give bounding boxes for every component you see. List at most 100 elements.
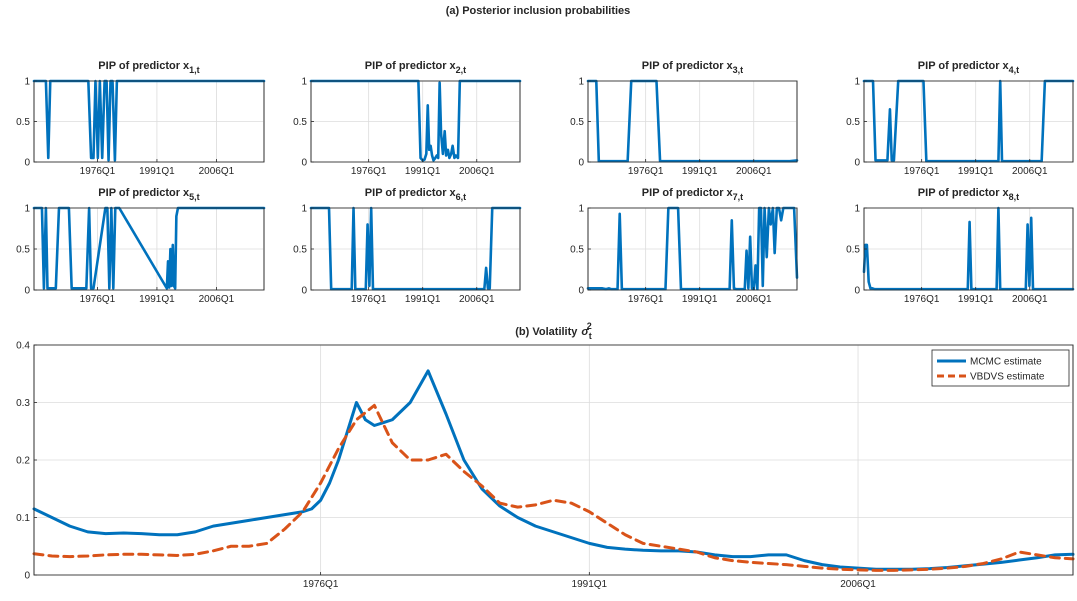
y-tick-label-0: 0 [578,286,584,297]
y-tick-label-2: 1 [301,77,307,88]
x-tick-label-1: 1991Q1 [405,294,441,305]
legend-label-2: VBDVS estimate [970,372,1045,383]
x-tick-label-0: 1976Q1 [80,294,116,305]
y-tick-label-4: 0.4 [16,341,30,352]
panel-title: PIP of predictor x2,t [365,60,466,75]
panel-title-subscript: 1,t [189,65,200,75]
x-tick-label-1: 1991Q1 [682,294,718,305]
y-tick-label-1: 0.5 [16,117,30,128]
y-tick-label-0: 0 [24,286,30,297]
panel-6: 1976Q1 1991Q1 2006Q1 0 0.5 1 PIP of predictor … [293,187,522,305]
panel-title-text: PIP of predictor x [642,187,734,199]
x-tick-label-2: 2006Q1 [1012,166,1048,177]
x-tick-label-2: 2006Q1 [736,166,772,177]
panel-2: 1976Q1 1991Q1 2006Q1 0 0.5 1 PIP of predictor … [293,60,522,177]
y-tick-label-1: 0.5 [570,117,584,128]
y-tick-label-1: 0.5 [846,245,860,256]
x-tick-label-2: 2006Q1 [199,166,235,177]
x-tick-label-1: 1991Q1 [405,166,441,177]
panel-7: 1976Q1 1991Q1 2006Q1 0 0.5 1 PIP of predictor … [570,187,799,305]
panel-title: PIP of predictor x1,t [98,60,199,75]
panel-title-symbol: σ [581,326,589,338]
y-tick-label-0: 0 [301,158,307,169]
panel-title-subscript: 2,t [456,65,467,75]
series-line-1 [862,206,1075,291]
x-tick-label-1: 1991Q1 [572,579,608,590]
x-tick-label-1: 1991Q1 [139,166,175,177]
series-line-1 [309,206,522,291]
y-tick-label-0: 0 [854,286,860,297]
x-tick-label-0: 1976Q1 [80,166,116,177]
x-tick-label-0: 1976Q1 [351,294,387,305]
x-tick-label-0: 1976Q1 [628,294,664,305]
y-tick-label-1: 0.5 [293,245,307,256]
panel-5: 1976Q1 1991Q1 2006Q1 0 0.5 1 PIP of predictor … [16,187,266,305]
x-tick-label-1: 1991Q1 [139,294,175,305]
y-tick-label-2: 1 [854,77,860,88]
panel-title-subscript: 3,t [733,65,744,75]
x-tick-label-2: 2006Q1 [840,579,876,590]
panel-title: PIP of predictor x4,t [918,60,1019,75]
panel-title-subscript: t [589,331,592,341]
figure-title-a: (a) Posterior inclusion probabilities [446,5,631,17]
panel-title-subscript: 4,t [1009,65,1020,75]
y-tick-label-3: 0.3 [16,398,30,409]
plots-layer: 1976Q1 1991Q1 2006Q1 0 0.5 1 PIP of predictor … [16,60,1075,590]
panel-title-superscript: 2 [587,321,592,331]
x-tick-label-0: 1976Q1 [904,294,940,305]
panel-title: PIP of predictor x6,t [365,187,466,202]
panel-title-subscript: 6,t [456,192,467,202]
x-tick-label-0: 1976Q1 [904,166,940,177]
panel-title-text: PIP of predictor x [365,187,457,199]
x-tick-label-0: 1976Q1 [303,579,339,590]
legend-label-1: MCMC estimate [970,357,1042,368]
panel-title: PIP of predictor x7,t [642,187,743,202]
panel-title-text: (b) Volatility [515,326,578,338]
y-tick-label-2: 0.2 [16,456,30,467]
y-tick-label-1: 0.1 [16,513,30,524]
y-tick-label-0: 0 [24,158,30,169]
panel-title: PIP of predictor x8,t [918,187,1019,202]
x-tick-label-0: 1976Q1 [628,166,664,177]
panel-title-text: PIP of predictor x [918,187,1010,199]
panel-title-subscript: 5,t [189,192,200,202]
x-tick-label-1: 1991Q1 [958,166,994,177]
y-tick-label-0: 0 [24,571,30,582]
x-tick-label-2: 2006Q1 [459,166,495,177]
panel-1: 1976Q1 1991Q1 2006Q1 0 0.5 1 PIP of predictor … [16,60,266,177]
legend-box [931,349,1070,387]
y-tick-label-2: 1 [578,77,584,88]
x-tick-label-2: 2006Q1 [459,294,495,305]
y-tick-label-1: 0.5 [570,245,584,256]
y-tick-label-0: 0 [578,158,584,169]
panel-title-text: PIP of predictor x [98,60,190,72]
x-tick-label-1: 1991Q1 [958,294,994,305]
panel-title-text: PIP of predictor x [98,187,190,199]
panel-title-subscript: 8,t [1009,192,1020,202]
panel-3: 1976Q1 1991Q1 2006Q1 0 0.5 1 PIP of predictor … [570,60,799,177]
panel-title: PIP of predictor x3,t [642,60,743,75]
panel-title-subscript: 7,t [733,192,744,202]
y-tick-label-1: 0.5 [16,245,30,256]
legend: MCMC estimate VBDVS estimate [931,349,1070,387]
y-tick-label-2: 1 [24,77,30,88]
y-tick-label-2: 1 [301,204,307,215]
y-tick-label-2: 1 [578,204,584,215]
x-tick-label-0: 1976Q1 [351,166,387,177]
series-line-1 [32,206,266,290]
panel-9: 1976Q1 1991Q1 2006Q1 0 0.1 0.2 0.3 0.4 (b) Volat… [16,321,1075,590]
panel-title: (b) Volatility σt2 [515,321,591,341]
panel-title-text: PIP of predictor x [365,60,457,72]
panel-8: 1976Q1 1991Q1 2006Q1 0 0.5 1 PIP of predictor … [846,187,1075,305]
y-tick-label-1: 0.5 [293,117,307,128]
x-tick-label-1: 1991Q1 [682,166,718,177]
x-tick-label-2: 2006Q1 [1012,294,1048,305]
x-tick-label-2: 2006Q1 [736,294,772,305]
panel-title-text: PIP of predictor x [918,60,1010,72]
y-tick-label-0: 0 [854,158,860,169]
panel-4: 1976Q1 1991Q1 2006Q1 0 0.5 1 PIP of predictor … [846,60,1075,177]
y-tick-label-0: 0 [301,286,307,297]
y-tick-label-2: 1 [24,204,30,215]
panel-title-text: PIP of predictor x [642,60,734,72]
